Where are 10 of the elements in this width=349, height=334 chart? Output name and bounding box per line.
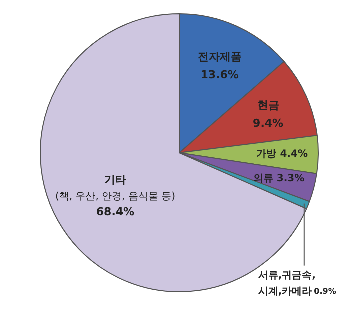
data-label: 68.4% [96, 206, 135, 219]
data-label: 9.4% [253, 117, 284, 130]
slice-label: 전자제품 [198, 50, 242, 64]
slice-label: 기타 (책, 우산, 안경, 음식물 등) [55, 174, 176, 202]
slice-label: 서류,귀금속, 시계,카메라 [258, 270, 316, 298]
data-label: 0.9% [314, 286, 336, 296]
slice-label: 의류 3.3% [253, 173, 305, 184]
slice-label: 가방 4.4% [256, 148, 308, 160]
slice-label: 현금 [257, 99, 280, 112]
data-label: 13.6% [200, 68, 239, 82]
